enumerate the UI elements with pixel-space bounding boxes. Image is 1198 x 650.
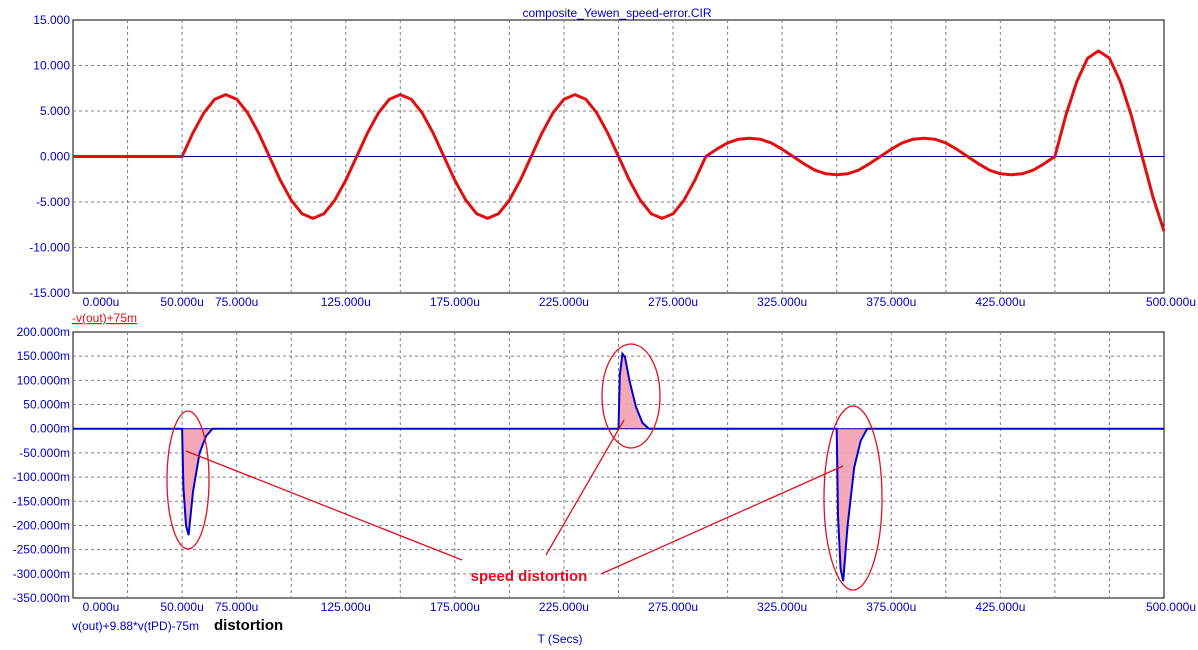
x-tick-label: 50.000u xyxy=(160,600,203,614)
y-tick-label: -5.000 xyxy=(36,195,70,209)
x-tick-label: 75.000u xyxy=(215,295,258,309)
chart-title: composite_Yewen_speed-error.CIR xyxy=(523,6,712,20)
distortion-ellipse-2 xyxy=(601,343,661,449)
y-tick-label: 5.000 xyxy=(40,104,70,118)
y-tick-label: 200.000m xyxy=(17,325,70,339)
x-tick-label: 500.000u xyxy=(1146,600,1196,614)
y-tick-label: 10.000 xyxy=(33,59,70,73)
x-tick-label: 225.000u xyxy=(539,600,589,614)
x-tick-label: 50.000u xyxy=(160,295,203,309)
x-tick-label: 125.000u xyxy=(321,295,371,309)
top-y-tick-labels: 15.000 10.000 5.000 0.000 -5.000 -10.000 -15.0… xyxy=(29,13,70,300)
y-tick-label: -10.000 xyxy=(29,241,70,255)
top-series-line xyxy=(73,49,1166,232)
bottom-y-label: v(out)+9.88*v(tPD)-75m xyxy=(72,619,199,633)
annotation-speed-distortion: speed distortion xyxy=(471,568,588,585)
x-tick-label: 325.000u xyxy=(757,295,807,309)
x-axis-label: T (Secs) xyxy=(537,632,582,646)
x-tick-label: 175.000u xyxy=(430,600,480,614)
y-tick-label: 50.000m xyxy=(23,398,70,412)
annotation-arrow-2 xyxy=(545,419,625,556)
distortion-ellipse-3 xyxy=(823,405,883,591)
y-tick-label: 150.000m xyxy=(17,349,70,363)
x-tick-label: 125.000u xyxy=(321,600,371,614)
y-tick-label: -250.000m xyxy=(13,543,70,557)
x-tick-label: 325.000u xyxy=(757,600,807,614)
y-tick-label: -200.000m xyxy=(13,518,70,532)
x-tick-label: 275.000u xyxy=(648,600,698,614)
y-tick-label: -15.000 xyxy=(29,286,70,300)
annotation-arrow-3 xyxy=(600,465,844,575)
y-tick-label: 15.000 xyxy=(33,13,70,27)
x-tick-label: 225.000u xyxy=(539,295,589,309)
bottom-y-tick-labels: 200.000m 150.000m 100.000m 50.000m 0.000m -50… xyxy=(13,325,70,605)
annotation-arrow-1 xyxy=(185,450,463,561)
x-tick-label: 500.000u xyxy=(1146,295,1196,309)
x-tick-label: 275.000u xyxy=(648,295,698,309)
x-tick-label: 0.000u xyxy=(83,600,120,614)
distortion-ellipse-1 xyxy=(166,410,210,550)
bottom-series-line xyxy=(73,351,1164,582)
bottom-x-tick-labels: 0.000u 50.000u 75.000u 125.000u 175.000u 225.… xyxy=(83,600,1196,614)
x-tick-label: 425.000u xyxy=(975,600,1025,614)
y-tick-label: 0.000m xyxy=(30,422,70,436)
y-tick-label: -50.000m xyxy=(19,446,70,460)
top-x-tick-labels: 0.000u 50.000u 75.000u 125.000u 175.000u 225.… xyxy=(83,295,1196,309)
y-tick-label: -300.000m xyxy=(13,567,70,581)
y-tick-label: -350.000m xyxy=(13,591,70,605)
y-tick-label: -100.000m xyxy=(13,470,70,484)
annotation-group: speed distortion xyxy=(166,343,883,591)
y-tick-label: -150.000m xyxy=(13,494,70,508)
bottom-legend-note: distortion xyxy=(214,617,283,634)
bottom-grid xyxy=(72,331,1165,599)
x-tick-label: 375.000u xyxy=(866,600,916,614)
x-tick-label: 375.000u xyxy=(866,295,916,309)
x-tick-label: 0.000u xyxy=(83,295,120,309)
x-tick-label: 425.000u xyxy=(975,295,1025,309)
x-tick-label: 175.000u xyxy=(430,295,480,309)
top-y-label: -v(out)+75m xyxy=(72,311,137,325)
y-tick-label: 100.000m xyxy=(17,373,70,387)
x-tick-label: 75.000u xyxy=(215,600,258,614)
y-tick-label: 0.000 xyxy=(40,150,70,164)
